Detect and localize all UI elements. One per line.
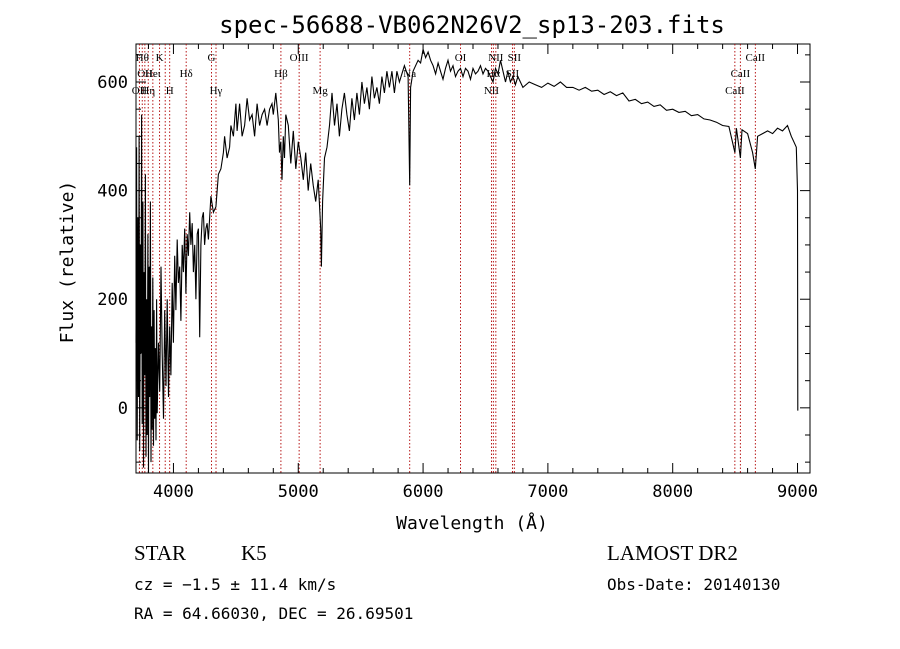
object-subclass: K5 [241,541,267,565]
spectrum-line [135,49,799,474]
line-label: CaII [746,52,766,64]
line-label: H [166,85,174,97]
x-axis-label: Wavelength (Å) [396,512,548,534]
object-class: STAR [134,541,186,565]
x-tick-label: 8000 [652,482,693,502]
line-label: G [208,52,216,64]
y-tick-label: 200 [97,290,128,310]
line-label: OII [132,85,148,97]
plot-frame [135,43,811,474]
line-label: OII [137,68,153,80]
survey-name: LAMOST DR2 [607,541,738,565]
y-tick-label: 0 [118,399,128,419]
x-axis: 4000 5000 6000 7000 8000 9000 [147,44,818,502]
x-tick-label: 4000 [153,482,194,502]
line-label: OI [455,52,467,64]
line-label: Hη [141,85,155,97]
x-tick-label: 9000 [777,482,818,502]
x-tick-label: 7000 [527,482,568,502]
coordinates: RA = 64.66030, DEC = 26.69501 [134,604,413,623]
y-tick-label: 600 [97,73,128,93]
plot-area: OIIHθOIIHηHeιKHHδGHγHβOIIIMgNaOINIIHαNII… [97,43,818,502]
observation-date: Obs-Date: 20140130 [607,575,780,594]
y-tick-label: 400 [97,182,128,202]
x-tick-label: 5000 [278,482,319,502]
chart-title: spec-56688-VB062N26V2_sp13-203.fits [219,11,725,39]
line-label: Hδ [180,68,193,80]
line-label: Mg [312,85,328,97]
line-label: Hγ [210,85,223,97]
emission-line-labels: OIIHθOIIHηHeιKHHδGHγHβOIIIMgNaOINIIHαNII… [132,52,766,97]
line-label: CaII [731,68,751,80]
line-label: Hθ [136,52,149,64]
line-label: NII [484,85,500,97]
line-label: Hβ [274,68,288,80]
emission-line-markers [138,44,756,473]
line-label: K [156,52,164,64]
y-axis-label: Flux (relative) [57,181,78,344]
redshift-velocity: cz = −1.5 ± 11.4 km/s [134,575,336,594]
y-axis: 0 200 400 600 [97,54,810,463]
x-tick-label: 6000 [403,482,444,502]
line-label: OIII [290,52,309,64]
line-label: Heι [145,68,161,80]
line-label: SII [508,52,522,64]
line-label: CaII [725,85,745,97]
